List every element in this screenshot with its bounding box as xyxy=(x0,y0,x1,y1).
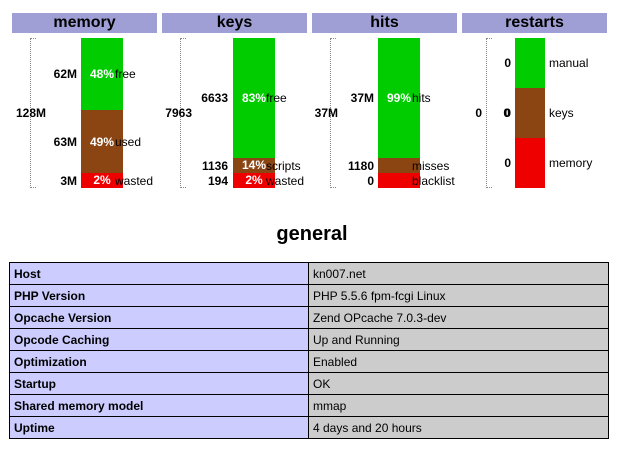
hits-hits-value: 37M xyxy=(350,91,374,105)
table-row: Optimization Enabled xyxy=(9,350,609,373)
table-key-cell: Host xyxy=(9,262,309,285)
table-row: PHP Version PHP 5.5.6 fpm-fcgi Linux xyxy=(9,284,609,307)
restarts-total-label: 0 xyxy=(475,106,482,120)
table-value-cell: Enabled xyxy=(308,350,609,373)
hits-hits-pct: 99% xyxy=(386,91,412,105)
keys-scripts-segment: 14% xyxy=(233,158,275,173)
table-value-cell: kn007.net xyxy=(308,262,609,285)
hits-blacklist-value: 0 xyxy=(367,174,374,188)
general-info-table: Host kn007.net PHP Version PHP 5.5.6 fpm-fc… xyxy=(9,262,609,439)
general-section-title: general xyxy=(276,223,348,245)
table-row: Opcache Version Zend OPcache 7.0.3-dev xyxy=(9,306,609,329)
restarts-keys-segment xyxy=(515,88,545,138)
memory-wasted-segment: 2% xyxy=(81,173,123,188)
restarts-panel-header: restarts xyxy=(462,13,607,33)
table-value-cell: Up and Running xyxy=(308,328,609,351)
table-row: Uptime 4 days and 20 hours xyxy=(9,416,609,439)
keys-total-label: 7963 xyxy=(165,106,192,120)
keys-free-label: free xyxy=(266,91,287,105)
memory-used-pct: 49% xyxy=(89,135,115,149)
restarts-memory-segment xyxy=(515,138,545,188)
restarts-total-label-right: 0 xyxy=(503,106,510,120)
table-key-cell: Startup xyxy=(9,372,309,395)
keys-scripts-value: 1136 xyxy=(201,159,228,173)
restarts-manual-value: 0 xyxy=(504,56,511,70)
restarts-keys-label: keys xyxy=(549,106,574,120)
hits-blacklist-segment xyxy=(378,173,420,188)
hits-axis xyxy=(330,38,336,188)
memory-wasted-value: 3M xyxy=(60,174,77,188)
keys-wasted-value: 194 xyxy=(207,174,228,188)
keys-free-segment: 83% xyxy=(233,38,275,158)
table-row: Shared memory model mmap xyxy=(9,394,609,417)
memory-bar: 48% 49% 2% xyxy=(81,38,123,188)
restarts-memory-label: memory xyxy=(549,156,593,170)
memory-free-label: free xyxy=(115,67,136,81)
hits-bar: 99% xyxy=(378,38,420,188)
hits-total-label: 37M xyxy=(314,106,338,120)
keys-scripts-label: scripts xyxy=(266,159,301,173)
table-key-cell: Shared memory model xyxy=(9,394,309,417)
table-row: Host kn007.net xyxy=(9,262,609,285)
table-value-cell: PHP 5.5.6 fpm-fcgi Linux xyxy=(308,284,609,307)
table-key-cell: Opcache Version xyxy=(9,306,309,329)
table-value-cell: OK xyxy=(308,372,609,395)
memory-total-label: 128M xyxy=(15,106,46,120)
keys-free-value: 6633 xyxy=(201,91,228,105)
restarts-manual-label: manual xyxy=(549,56,589,70)
memory-free-value: 62M xyxy=(53,67,77,81)
table-value-cell: 4 days and 20 hours xyxy=(308,416,609,439)
memory-panel-header: memory xyxy=(12,13,157,33)
keys-free-pct: 83% xyxy=(241,91,267,105)
hits-misses-segment xyxy=(378,158,420,173)
memory-used-value: 63M xyxy=(53,135,77,149)
memory-axis xyxy=(30,38,36,188)
keys-scripts-pct: 14% xyxy=(241,158,267,172)
memory-wasted-pct: 2% xyxy=(93,173,111,187)
memory-wasted-label: wasted xyxy=(115,174,154,188)
table-value-cell: mmap xyxy=(308,394,609,417)
table-key-cell: Optimization xyxy=(9,350,309,373)
memory-used-segment: 49% xyxy=(81,110,123,184)
table-value-cell: Zend OPcache 7.0.3-dev xyxy=(308,306,609,329)
memory-free-pct: 48% xyxy=(89,67,115,81)
keys-wasted-label: wasted xyxy=(266,174,305,188)
table-row: Startup OK xyxy=(9,372,609,395)
table-key-cell: Uptime xyxy=(9,416,309,439)
restarts-memory-value: 0 xyxy=(504,156,511,170)
table-key-cell: PHP Version xyxy=(9,284,309,307)
keys-axis xyxy=(180,38,186,188)
memory-used-label: used xyxy=(115,135,142,149)
hits-hits-segment: 99% xyxy=(378,38,420,158)
restarts-axis xyxy=(486,38,492,188)
table-row: Opcode Caching Up and Running xyxy=(9,328,609,351)
hits-hits-label: hits xyxy=(412,91,431,105)
keys-bar: 83% 14% 2% xyxy=(233,38,275,188)
hits-panel-header: hits xyxy=(312,13,457,33)
hits-misses-label: misses xyxy=(412,159,450,173)
hits-misses-value: 1180 xyxy=(347,159,374,173)
memory-free-segment: 48% xyxy=(81,38,123,110)
keys-wasted-segment: 2% xyxy=(233,173,275,188)
table-key-cell: Opcode Caching xyxy=(9,328,309,351)
restarts-bar xyxy=(515,38,545,188)
restarts-manual-segment xyxy=(515,38,545,88)
keys-wasted-pct: 2% xyxy=(245,173,263,187)
restarts-keys-value: 0 xyxy=(504,106,511,120)
hits-blacklist-label: blacklist xyxy=(412,174,455,188)
keys-panel-header: keys xyxy=(162,13,307,33)
